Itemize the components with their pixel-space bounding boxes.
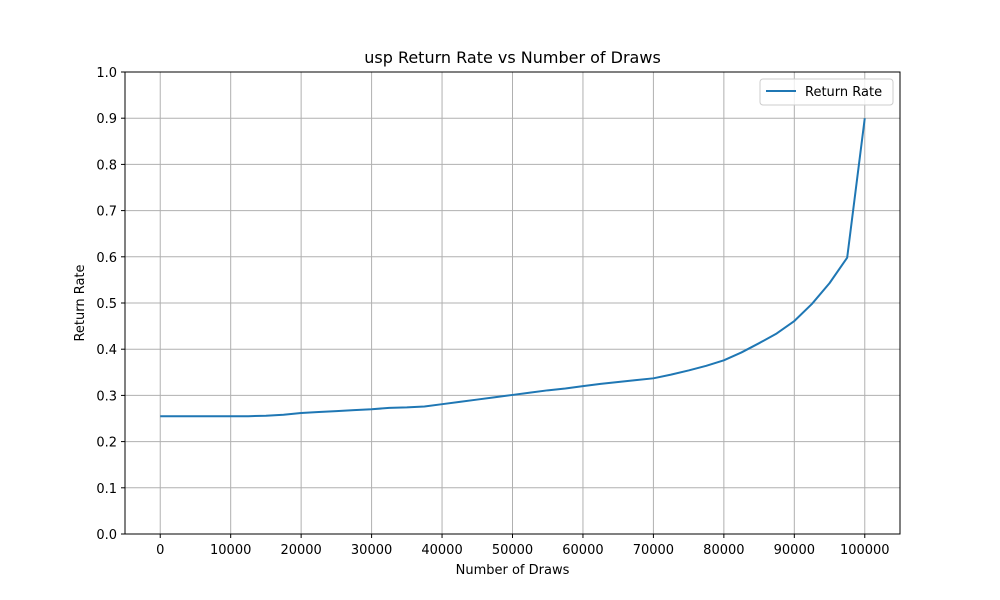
chart-title: usp Return Rate vs Number of Draws [364, 48, 661, 67]
y-tick-label: 0.4 [96, 343, 117, 358]
x-tick-label: 70000 [633, 543, 674, 558]
y-tick-label: 0.9 [96, 112, 117, 127]
series-layer [160, 118, 866, 418]
legend: Return Rate [759, 78, 894, 106]
y-tick-label: 0.6 [96, 251, 117, 266]
legend-label: Return Rate [805, 85, 882, 100]
x-axis-label: Number of Draws [456, 563, 570, 578]
x-tick-label: 90000 [774, 543, 815, 558]
x-tick-label: 50000 [492, 543, 533, 558]
y-axis-label: Return Rate [73, 264, 88, 341]
x-tick-label: 100000 [840, 543, 890, 558]
y-tick-label: 0.0 [96, 528, 117, 543]
y-tick-label: 0.1 [96, 482, 117, 497]
y-axis: 0.0 0.1 0.2 0.3 0.4 0.5 0.6 0.7 0.8 0.9 1.0 [96, 66, 125, 543]
series-line-return-rate [160, 118, 866, 418]
y-tick-label: 0.3 [96, 389, 117, 404]
x-tick-label: 80000 [703, 543, 744, 558]
x-tick-label: 10000 [210, 543, 251, 558]
x-tick-label: 30000 [351, 543, 392, 558]
x-axis: 0 10000 20000 30000 40000 50000 60000 70000 8000… [156, 534, 890, 558]
y-tick-label: 0.8 [96, 158, 117, 173]
y-tick-label: 0.2 [96, 436, 117, 451]
x-tick-label: 0 [156, 543, 164, 558]
y-tick-label: 0.7 [96, 205, 117, 220]
x-tick-label: 60000 [562, 543, 603, 558]
y-tick-label: 0.5 [96, 297, 117, 312]
x-tick-label: 40000 [421, 543, 462, 558]
legend-box [759, 78, 894, 106]
x-tick-label: 20000 [280, 543, 321, 558]
y-tick-label: 1.0 [96, 66, 117, 81]
